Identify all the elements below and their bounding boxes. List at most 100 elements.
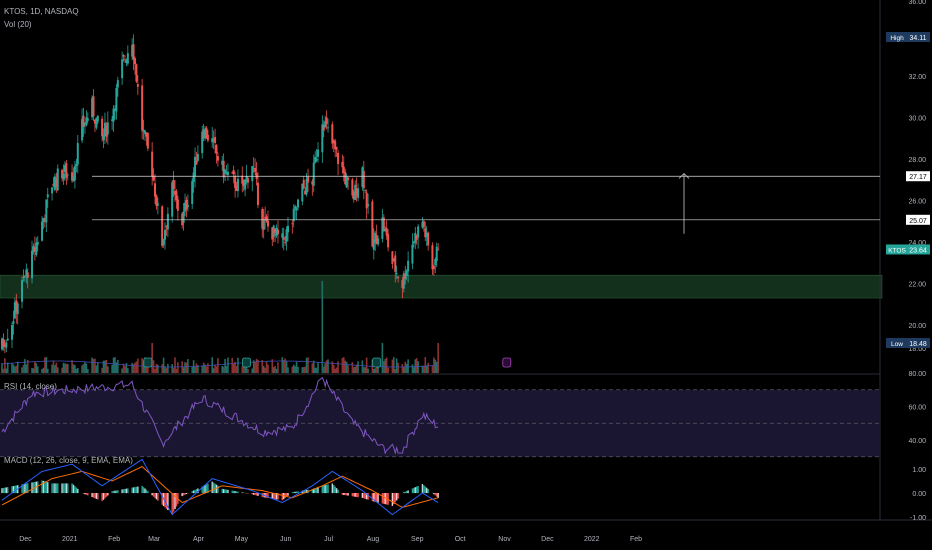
macd-histogram-bar xyxy=(287,493,289,496)
candle-body xyxy=(437,249,440,251)
candle-body xyxy=(246,178,249,183)
volume-bar xyxy=(297,366,299,373)
volume-bar xyxy=(237,357,239,373)
volume-bar xyxy=(321,281,324,373)
earnings-marker xyxy=(372,357,382,368)
macd-histogram-bar xyxy=(437,493,439,498)
macd-histogram-bar xyxy=(273,493,275,499)
volume-bar xyxy=(1,363,3,373)
price-tag-value: 27.17 xyxy=(909,174,927,181)
macd-histogram-bar xyxy=(304,490,306,494)
macd-histogram-bar xyxy=(117,490,119,494)
candle-body xyxy=(62,173,65,180)
volume-bar xyxy=(184,362,186,373)
volume-bar xyxy=(281,357,284,373)
volume-bar xyxy=(5,368,8,373)
volume-bar xyxy=(12,364,15,373)
candle-body xyxy=(421,221,424,228)
volume-bar xyxy=(425,365,428,373)
volume-bar xyxy=(55,362,58,373)
volume-bar xyxy=(262,365,265,373)
volume-bar xyxy=(407,359,409,373)
candle-body xyxy=(414,232,417,243)
macd-histogram-bar xyxy=(107,493,109,496)
volume-bar xyxy=(327,359,329,373)
macd-histogram-bar xyxy=(215,484,218,494)
volume-bar xyxy=(131,362,133,373)
macd-histogram-bar xyxy=(225,489,228,494)
candle-body xyxy=(344,171,347,185)
candle-body xyxy=(174,190,177,195)
volume-bar xyxy=(417,361,419,373)
rsi-line xyxy=(1,376,439,455)
macd-histogram-bar xyxy=(22,484,25,494)
volume-bar xyxy=(75,368,78,373)
volume-bar xyxy=(335,367,338,373)
candle-body xyxy=(36,242,39,245)
candle-body xyxy=(281,233,284,238)
candle-body xyxy=(236,178,239,192)
volume-bar xyxy=(215,366,218,373)
time-tick-label: Aug xyxy=(367,536,380,543)
macd-histogram-bar xyxy=(97,493,99,500)
macd-histogram-bar xyxy=(343,493,345,495)
volume-bar xyxy=(84,362,86,373)
candle-body xyxy=(146,133,149,149)
candle-body xyxy=(191,181,194,205)
volume-bar xyxy=(261,359,264,373)
volume-bar xyxy=(16,361,19,373)
volume-bar xyxy=(61,367,63,373)
macd-histogram-bar xyxy=(394,493,396,503)
volume-bar xyxy=(177,362,179,373)
macd-histogram-bar xyxy=(271,493,273,499)
volume-bar xyxy=(46,368,49,373)
volume-bar xyxy=(127,368,129,373)
macd-histogram-bar xyxy=(285,493,288,497)
axis-layer: 36.00 32.00 30.00 28.00 26.00 24.00 22.00 20.00… xyxy=(19,0,926,543)
price-tag-label: High xyxy=(890,35,904,42)
candle-body xyxy=(2,339,5,347)
macd-histogram-bar xyxy=(54,483,56,494)
volume-bar xyxy=(241,366,244,373)
volume-bar xyxy=(411,364,414,373)
candle-body xyxy=(53,176,56,190)
macd-histogram-bar xyxy=(171,493,173,515)
volume-bar xyxy=(247,368,249,373)
candle-body xyxy=(292,208,295,222)
macd-histogram-bar xyxy=(413,487,415,494)
macd-histogram-bar xyxy=(151,493,153,496)
volume-bar xyxy=(26,359,29,373)
candle-body xyxy=(434,259,437,266)
macd-histogram-bar xyxy=(354,493,356,497)
candle-body xyxy=(162,238,165,246)
candle-body xyxy=(417,226,420,238)
candle-body xyxy=(392,258,395,262)
candle-body xyxy=(391,251,394,264)
time-tick-label: 2021 xyxy=(62,536,78,543)
macd-histogram-bar xyxy=(114,490,116,494)
candle-body xyxy=(105,125,108,137)
candle-body xyxy=(375,235,378,245)
candle-body xyxy=(86,118,89,121)
candle-body xyxy=(401,280,404,288)
volume-bar xyxy=(424,357,427,373)
candle-body xyxy=(26,272,29,278)
volume-bar xyxy=(413,367,415,373)
candle-body xyxy=(113,109,116,111)
candle-body xyxy=(55,178,58,187)
macd-histogram-bar xyxy=(351,493,354,497)
volume-bar xyxy=(421,365,424,373)
macd-histogram-bar xyxy=(182,493,185,496)
macd-histogram-bar xyxy=(65,483,68,494)
macd-histogram-bar xyxy=(95,493,98,499)
volume-bar xyxy=(364,367,367,373)
candle-body xyxy=(317,149,320,157)
macd-histogram-bar xyxy=(417,485,419,494)
volume-bar xyxy=(62,362,65,373)
macd-histogram-bar xyxy=(111,491,113,494)
macd-histogram-bar xyxy=(32,482,35,494)
macd-histogram-bar xyxy=(2,487,5,494)
candle-body xyxy=(307,176,310,183)
candle-body xyxy=(216,156,219,161)
volume-bar xyxy=(217,358,219,373)
